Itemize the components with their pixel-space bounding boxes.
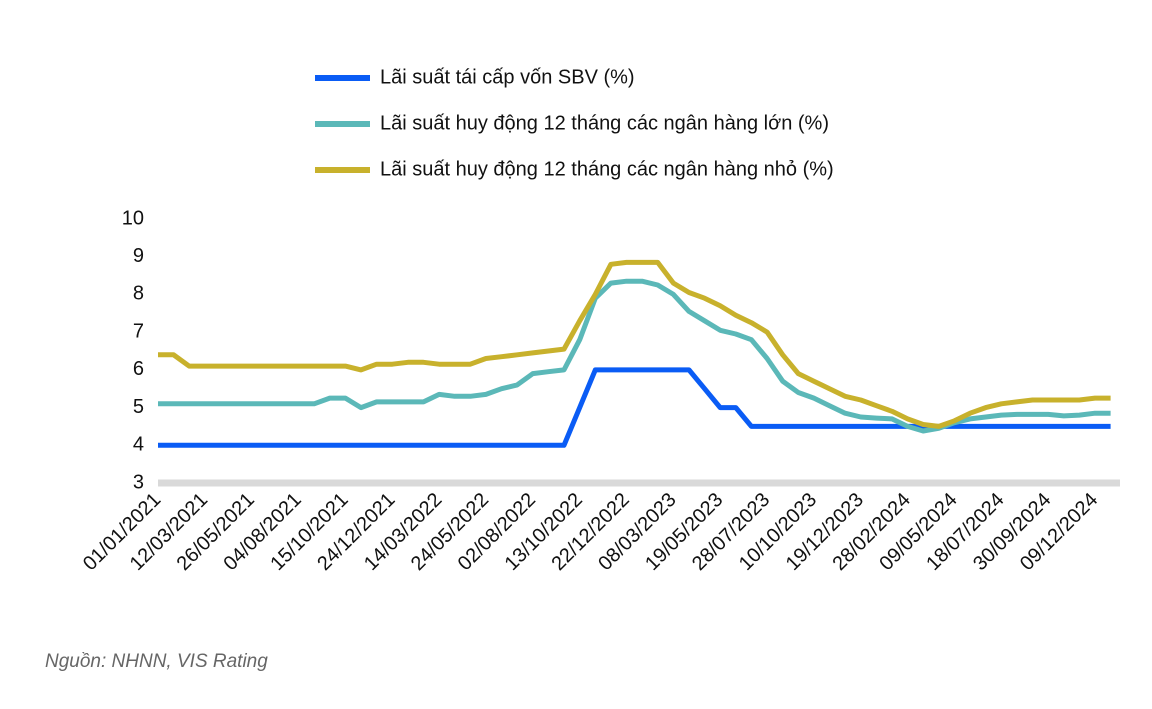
source: Nguồn: NHNN, VIS Rating [45, 651, 268, 672]
y-tick-label: 5 [133, 396, 144, 418]
y-tick-label: 3 [133, 471, 144, 493]
series-line [158, 278, 1111, 434]
y-tick-label: 4 [133, 434, 144, 456]
y-tick-label: 7 [133, 320, 144, 342]
y-tick-label: 6 [133, 358, 144, 380]
y-tick-label: 9 [133, 245, 144, 267]
series-line [158, 367, 1111, 448]
y-tick-label: 8 [133, 283, 144, 305]
series-line [158, 259, 1111, 429]
legend-label: Lãi suất huy động 12 tháng các ngân hàng… [380, 158, 834, 180]
legend-label: Lãi suất huy động 12 tháng các ngân hàng… [380, 112, 829, 134]
legend-label: Lãi suất tái cấp vốn SBV (%) [380, 66, 635, 88]
y-tick-label: 10 [122, 207, 144, 229]
